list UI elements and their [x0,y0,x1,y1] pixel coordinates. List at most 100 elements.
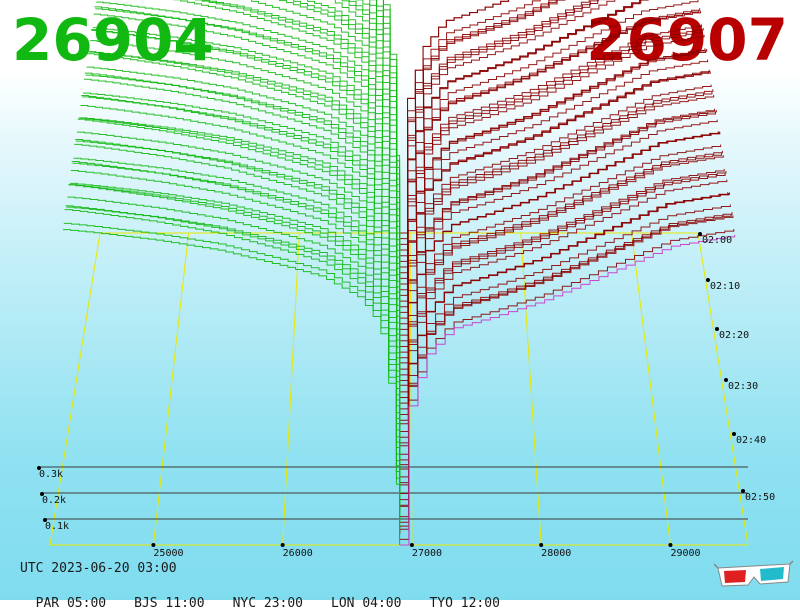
bid-depth-line [279,0,401,302]
volume-tick-label: 0.3k [39,469,63,480]
time-tick-marker [706,278,710,282]
time-tick-marker [741,489,745,493]
bid-depth-line [68,184,401,511]
depth-lines [62,0,736,546]
bid-depth-line [94,6,401,341]
ask-depth-line [399,0,699,308]
ask-depth-line [399,89,714,404]
price-tick-marker [668,543,673,547]
bid-depth-line [81,95,401,426]
bid-depth-line [79,117,401,438]
ask-depth-line [399,192,729,501]
price-tick-label: 27000 [412,548,442,559]
bid-depth-line [64,209,401,534]
grid-price-column [631,232,671,546]
ask-depth-line [399,9,700,313]
price-tick-label: 25000 [153,548,183,559]
bid-depth-line [88,51,401,381]
ask-depth-line [399,8,701,319]
bid-depth-line [75,138,401,466]
ask-depth-line [399,71,711,387]
bid-depth-line [293,0,401,296]
time-tick-marker [698,232,702,236]
time-tick-marker [715,327,719,331]
ask-depth-line [399,10,702,325]
price-tick-label: 26000 [283,548,313,559]
city-time-bjs: BJS 11:00 [134,596,205,611]
ask-depth-line [399,0,599,279]
ask-depth-line [399,229,735,540]
bid-depth-line [96,1,401,330]
volume-tick-label: 0.1k [45,521,69,532]
bid-depth-line [307,0,401,290]
ask-depth-line [399,0,616,285]
city-time-tyo: TYO 12:00 [429,596,500,611]
time-tick-label: 02:40 [736,435,766,446]
ask-depth-line [399,0,640,291]
bid-depth-line [86,66,401,392]
bid-depth-line [173,0,401,324]
city-time-nyc: NYC 23:00 [232,596,304,611]
ask-depth-line [399,170,727,489]
bid-depth-line [74,143,401,472]
ask-depth-line [399,24,702,330]
ask-depth-line [399,30,703,336]
chart-grid [38,232,749,546]
time-tick-label: 02:00 [702,235,732,246]
volume-tick-marker [43,518,47,522]
chart-labels: 0.1k 0.2k 0.3k 25000 26000 27000 28000 29000 02:… [37,232,775,559]
time-tick-label: 02:50 [745,492,775,503]
time-tick-label: 02:20 [719,330,749,341]
city-time-par: PAR 05:00 [35,596,107,611]
bid-depth-line [348,0,401,273]
utc-time: UTC 2023-06-20 03:00 [20,561,177,576]
ask-depth-line [399,59,709,370]
ask-depth-line [399,214,732,523]
bid-depth-line [93,13,401,347]
bid-depth-line [90,40,401,370]
bid-depth-line [83,92,401,415]
bid-depth-line [70,169,401,494]
bid-depth-line [83,78,401,409]
3d-glasses-icon[interactable] [714,560,794,590]
grid-price-column [282,232,300,546]
time-tick-marker [732,432,736,436]
ask-depth-line [399,91,713,399]
time-tick-label: 02:10 [710,281,740,292]
bid-depth-line [92,27,401,353]
ask-depth-line [399,0,642,302]
ask-depth-line [399,192,730,511]
ask-depth-line [399,111,716,421]
price-tick-marker [280,543,285,547]
bid-depth-line [77,118,401,449]
bid-depth-line [67,196,401,517]
ask-depth-line [399,204,731,518]
bid-depth-line [334,0,401,285]
bid-depth-line [69,182,401,500]
ask-depth-line [399,234,736,546]
bid-depth-line [76,131,401,455]
price-tick-label: 28000 [541,548,571,559]
bid-depth-line [71,161,401,489]
bid-depth-line [63,222,401,540]
bid-depth-line [73,157,401,477]
grid-price-column [152,232,190,546]
ask-depth-line [399,108,716,416]
ask-depth-line [399,27,704,342]
volume-tick-marker [37,466,41,470]
ask-depth-line [399,0,566,262]
price-tick-marker [409,543,414,547]
time-tick-label: 02:30 [728,381,758,392]
price-tick-marker [151,543,156,547]
ask-depth-line [399,109,717,426]
bid-depth-line [65,205,401,528]
bid-depth-line [90,29,401,364]
volume-tick-label: 0.2k [42,495,66,506]
bid-depth-line [87,53,401,387]
ask-depth-line [399,0,510,240]
ask-depth-line [399,212,733,528]
ask-depth-line [399,155,724,472]
ask-depth-line [399,153,723,461]
ask-depth-line [399,131,719,438]
